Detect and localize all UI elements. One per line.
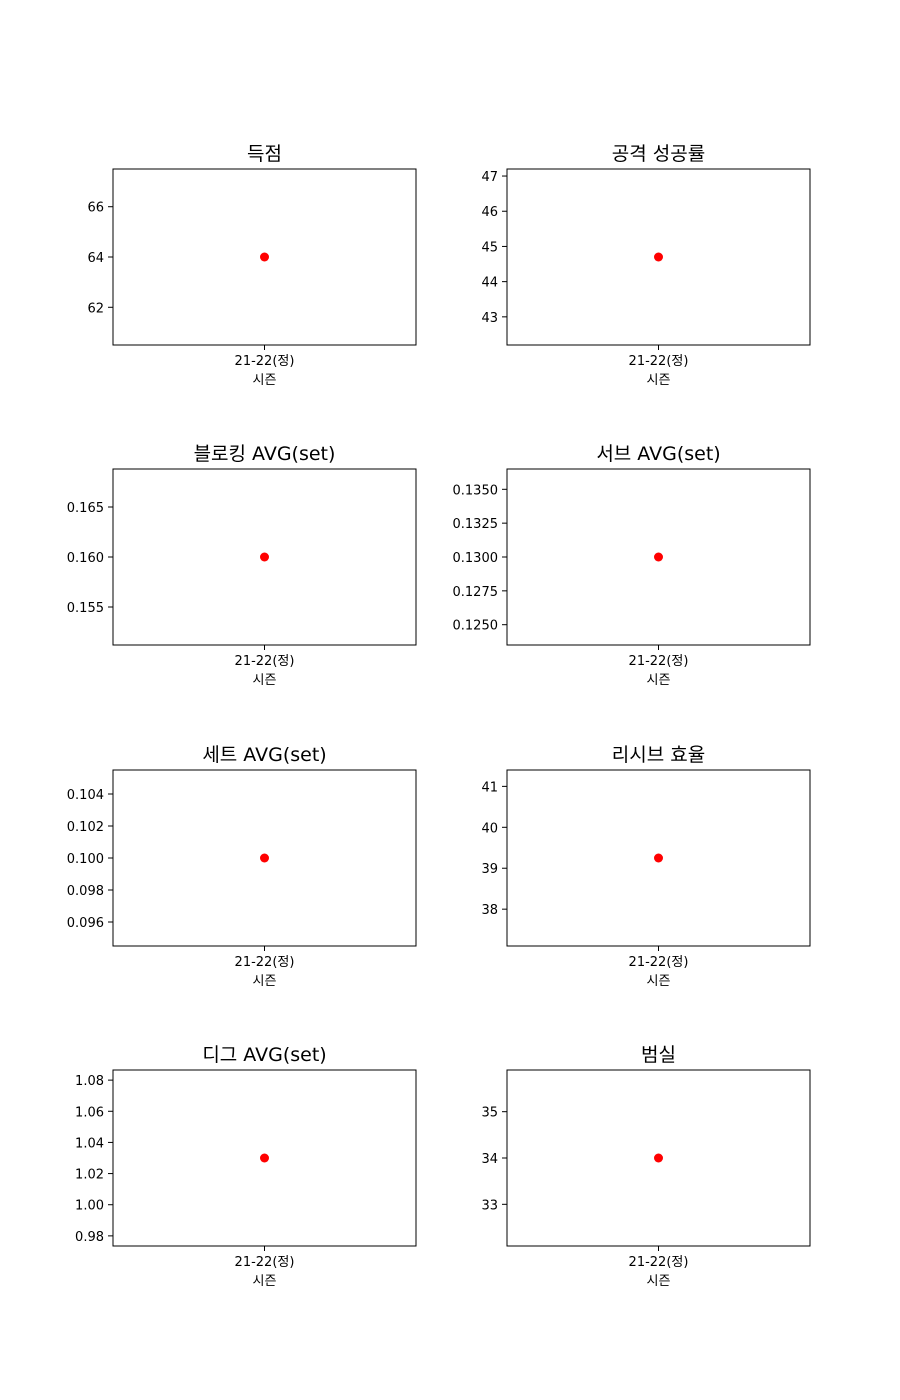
subplot: 디그 AVG(set) 0.98 1.00 1.02 1.04 1.06 1.08 21-22…: [75, 1044, 417, 1289]
x-tick-label: 21-22(정): [629, 654, 689, 669]
subplot-title: 블로킹 AVG(set): [194, 443, 336, 465]
y-tick-label: 0.102: [67, 820, 104, 835]
y-tick-label: 40: [481, 821, 498, 836]
y-tick-label: 0.104: [67, 788, 104, 803]
y-tick-label: 39: [481, 862, 498, 877]
x-axis-label: 시즌: [253, 974, 277, 989]
subplot: 세트 AVG(set) 0.096 0.098 0.100 0.102 0.104 21-2…: [67, 744, 417, 989]
y-tick-label: 62: [87, 301, 104, 316]
x-tick-label: 21-22(정): [235, 1255, 295, 1270]
y-tick-label: 0.98: [75, 1230, 104, 1245]
data-point: [260, 853, 269, 863]
x-tick-label: 21-22(정): [629, 955, 689, 970]
y-tick-label: 0.1325: [453, 517, 499, 532]
y-tick-label: 38: [481, 903, 498, 918]
y-tick-label: 1.04: [75, 1136, 104, 1151]
y-tick-label: 0.098: [67, 884, 104, 899]
subplot: 리시브 효율 38 39 40 41 21-22(정) 시즌: [481, 744, 811, 989]
subplot-title: 디그 AVG(set): [202, 1044, 326, 1066]
y-tick-label: 1.02: [75, 1168, 104, 1183]
subplot-title: 리시브 효율: [612, 744, 705, 766]
x-tick-label: 21-22(정): [235, 654, 295, 669]
subplot-title: 세트 AVG(set): [202, 744, 326, 766]
x-axis-label: 시즌: [253, 1274, 277, 1289]
data-point: [260, 252, 269, 262]
x-axis-label: 시즌: [647, 1274, 671, 1289]
data-point: [260, 552, 269, 562]
y-tick-label: 1.08: [75, 1074, 104, 1089]
subplot: 공격 성공률 43 44 45 46 47 21-22(정) 시즌: [481, 143, 811, 388]
y-tick-label: 1.06: [75, 1105, 104, 1120]
subplot-title: 서브 AVG(set): [596, 443, 720, 465]
y-tick-label: 0.1250: [453, 619, 499, 634]
y-tick-label: 0.096: [67, 916, 104, 931]
data-point: [654, 853, 663, 863]
y-tick-label: 0.160: [67, 551, 104, 566]
y-tick-label: 43: [481, 311, 498, 326]
data-point: [654, 252, 663, 262]
subplot: 득점 62 64 66 21-22(정) 시즌: [87, 143, 417, 388]
subplot-title: 공격 성공률: [612, 143, 705, 165]
data-point: [260, 1153, 269, 1163]
y-tick-label: 0.155: [67, 601, 104, 616]
y-tick-label: 44: [481, 276, 498, 291]
y-tick-label: 34: [481, 1152, 498, 1167]
y-tick-label: 41: [481, 780, 498, 795]
y-tick-label: 46: [481, 205, 498, 220]
x-axis-label: 시즌: [647, 974, 671, 989]
y-tick-label: 35: [481, 1106, 498, 1121]
subplot-title: 범실: [641, 1044, 676, 1066]
x-tick-label: 21-22(정): [235, 955, 295, 970]
y-tick-label: 0.100: [67, 852, 104, 867]
subplot: 블로킹 AVG(set) 0.155 0.160 0.165 21-22(정) 시즌: [67, 443, 417, 688]
y-tick-label: 1.00: [75, 1199, 104, 1214]
y-tick-label: 66: [87, 201, 104, 216]
x-axis-label: 시즌: [647, 373, 671, 388]
data-point: [654, 1153, 663, 1163]
x-tick-label: 21-22(정): [629, 1255, 689, 1270]
y-tick-label: 47: [481, 170, 498, 185]
x-tick-label: 21-22(정): [629, 354, 689, 369]
x-tick-label: 21-22(정): [235, 354, 295, 369]
x-axis-label: 시즌: [253, 673, 277, 688]
y-tick-label: 0.1350: [453, 483, 499, 498]
y-tick-label: 45: [481, 240, 498, 255]
y-tick-label: 33: [481, 1198, 498, 1213]
data-point: [654, 552, 663, 562]
subplot-title: 득점: [247, 143, 282, 165]
subplot: 서브 AVG(set) 0.1250 0.1275 0.1300 0.1325 0.135…: [453, 443, 811, 688]
x-axis-label: 시즌: [647, 673, 671, 688]
y-tick-label: 0.165: [67, 501, 104, 516]
y-tick-label: 64: [87, 251, 104, 266]
subplot: 범실 33 34 35 21-22(정) 시즌: [481, 1044, 811, 1289]
y-tick-label: 0.1275: [453, 585, 499, 600]
x-axis-label: 시즌: [253, 373, 277, 388]
y-tick-label: 0.1300: [453, 551, 499, 566]
